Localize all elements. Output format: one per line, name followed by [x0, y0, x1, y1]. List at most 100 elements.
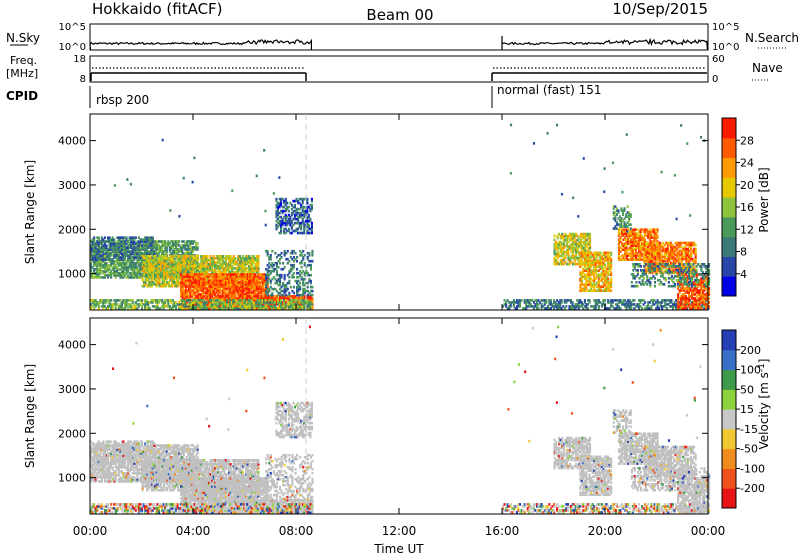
heatmap-cell [130, 272, 133, 275]
heatmap-cell [117, 240, 120, 243]
heatmap-cell [96, 276, 99, 279]
heatmap-cell [128, 244, 131, 247]
heatmap-cell [120, 258, 123, 261]
heatmap-cell [96, 248, 99, 251]
heatmap-cell [147, 269, 150, 272]
heatmap-cell [175, 244, 178, 247]
heatmap-cell [156, 248, 159, 251]
heatmap-cell [150, 273, 153, 276]
heatmap-cell [150, 248, 153, 251]
heatmap-cell [181, 246, 184, 249]
heatmap-cell [139, 250, 142, 253]
heatmap-cell [160, 271, 163, 274]
heatmap-cell [184, 246, 187, 249]
heatmap-cell [157, 283, 160, 286]
heatmap-cell [185, 250, 188, 253]
heatmap-cell [116, 272, 119, 275]
heatmap-cell [164, 275, 167, 278]
heatmap-cell [122, 274, 125, 277]
heatmap-cell [141, 277, 144, 280]
heatmap-cell [167, 283, 170, 286]
nsky-tick-bottom: 10^0 [59, 42, 86, 53]
heatmap-cell [133, 252, 136, 255]
heatmap-cell [147, 244, 150, 247]
heatmap-cell [193, 248, 196, 251]
heatmap-cell [167, 244, 170, 247]
heatmap-cell [117, 246, 120, 249]
heatmap-cell [182, 240, 185, 243]
heatmap-cell [97, 276, 100, 279]
heatmap-cell [300, 265, 303, 269]
heatmap-cell [105, 254, 108, 257]
heatmap-cell [137, 246, 140, 249]
heatmap-cell [111, 238, 114, 241]
heatmap-cell [143, 281, 146, 284]
nsky-strip-frame [89, 23, 709, 51]
heatmap-cell [169, 255, 172, 258]
heatmap-cell [130, 274, 133, 277]
heatmap-cell [131, 270, 134, 273]
heatmap-cell [93, 256, 96, 259]
heatmap-cell [134, 252, 137, 255]
heatmap-cell [124, 242, 127, 245]
heatmap-cell [209, 273, 212, 276]
heatmap-cell [147, 250, 150, 253]
heatmap-cell [141, 255, 144, 258]
heatmap-cell [139, 238, 142, 241]
heatmap-cell [181, 252, 184, 255]
heatmap-cell [111, 266, 114, 269]
heatmap-cell [136, 256, 139, 259]
heatmap-cell [153, 250, 156, 253]
heatmap-cell [93, 270, 96, 273]
heatmap-cell [160, 259, 163, 262]
heatmap-cell [108, 272, 111, 275]
heatmap-cell [161, 261, 164, 264]
heatmap-cell [130, 268, 133, 271]
heatmap-cell [105, 274, 108, 277]
heatmap-cell [125, 238, 128, 241]
heatmap-cell [185, 252, 188, 255]
heatmap-cell [97, 242, 100, 245]
heatmap-cell [131, 260, 134, 263]
heatmap-cell [122, 272, 125, 275]
heatmap-cell [110, 299, 113, 302]
heatmap-cell [165, 250, 168, 253]
heatmap-cell [124, 244, 127, 247]
heatmap-cell [178, 283, 181, 286]
heatmap-cell [137, 254, 140, 257]
heatmap-cell [107, 248, 110, 251]
heatmap-cell [166, 265, 169, 268]
heatmap-cell [155, 259, 158, 262]
heatmap-cell [96, 262, 99, 265]
heatmap-cell [97, 274, 100, 277]
heatmap-cell [153, 275, 156, 278]
heatmap-cell [120, 250, 123, 253]
heatmap-cell [91, 254, 94, 257]
heatmap-cell [94, 260, 97, 263]
nsky-label: N.Sky [6, 31, 40, 45]
heatmap-cell [294, 251, 297, 255]
heatmap-cell [110, 270, 113, 273]
heatmap-cell [97, 244, 100, 247]
heatmap-cell [150, 250, 153, 253]
heatmap-cell [100, 256, 103, 259]
heatmap-cell [90, 244, 93, 247]
heatmap-cell [161, 248, 164, 251]
heatmap-cell [113, 262, 116, 265]
heatmap-cell [170, 284, 173, 288]
freq-label-2: [MHz] [6, 67, 38, 80]
heatmap-cell [275, 269, 278, 273]
heatmap-cell [120, 272, 123, 275]
heatmap-cell [172, 283, 175, 286]
heatmap-cell [134, 264, 137, 267]
heatmap-cell [137, 248, 140, 251]
heatmap-cell [141, 240, 144, 243]
heatmap-cell [180, 263, 183, 266]
heatmap-cell [147, 236, 150, 239]
heatmap-cell [151, 244, 154, 247]
heatmap-cell [99, 258, 102, 261]
heatmap-cell [143, 271, 146, 274]
heatmap-cell [153, 244, 156, 247]
freq-tick-top: 18 [73, 54, 86, 65]
